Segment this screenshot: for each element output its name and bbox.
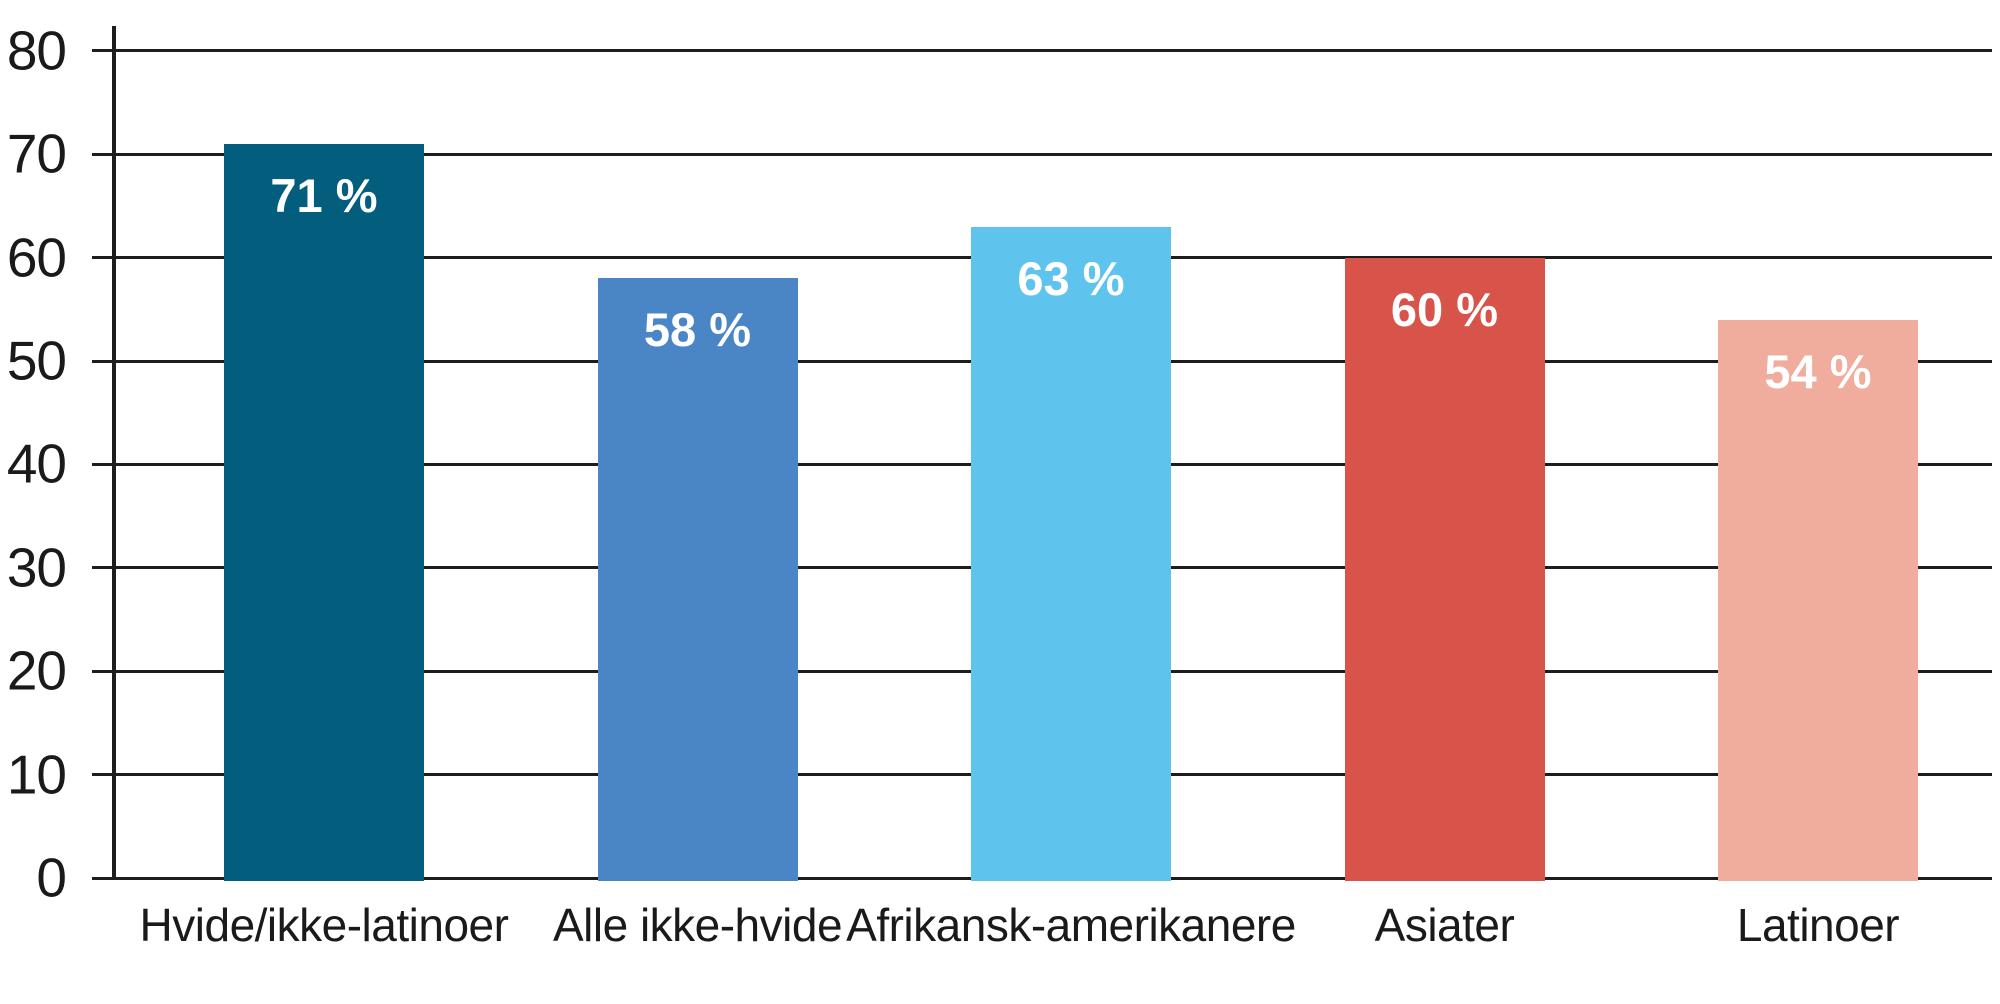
bar-value-label: 58 %: [643, 303, 752, 357]
bar: 71 %: [224, 143, 424, 881]
y-axis-tick-label: 50: [6, 329, 67, 392]
y-tick-mark: [92, 152, 118, 156]
y-tick-mark: [92, 773, 118, 777]
x-axis-category-label: Latinoer: [1736, 899, 1900, 951]
y-axis-tick-label: 10: [6, 743, 67, 806]
x-axis-category-label: Hvide/ikke-latinoer: [139, 899, 509, 951]
y-axis-tick-label: 20: [6, 639, 67, 702]
bar: 60 %: [1344, 257, 1545, 881]
y-axis-tick-label: 60: [6, 226, 67, 289]
y-axis-tick-label: 30: [6, 536, 67, 599]
bar-value-label: 54 %: [1764, 344, 1872, 398]
gridline: [114, 49, 1992, 53]
y-tick-mark: [92, 462, 118, 466]
bar-value-label: 71 %: [270, 168, 378, 222]
y-axis-tick-label: 40: [6, 432, 67, 495]
y-axis-tick-label: 80: [6, 19, 67, 82]
bar: 63 %: [971, 226, 1171, 881]
bar-value-label: 63 %: [1017, 251, 1125, 305]
y-tick-mark: [92, 566, 118, 570]
y-axis-tick-label: 70: [6, 122, 67, 185]
y-tick-mark: [92, 359, 118, 363]
x-axis-category-label: Asiater: [1374, 899, 1515, 951]
bar-value-label: 60 %: [1390, 282, 1499, 336]
bar: 58 %: [597, 278, 798, 881]
y-tick-mark: [92, 256, 118, 260]
y-tick-mark: [92, 669, 118, 673]
x-axis-category-label: Afrikansk-amerikanere: [846, 899, 1296, 951]
y-tick-mark: [92, 876, 118, 880]
x-axis-category-label: Alle ikke-hvide: [552, 899, 843, 951]
y-axis-tick-label: 0: [36, 846, 67, 909]
y-tick-mark: [92, 49, 118, 53]
y-axis-line: [112, 26, 116, 880]
gridline: [114, 152, 1992, 156]
bar: 54 %: [1718, 319, 1918, 881]
